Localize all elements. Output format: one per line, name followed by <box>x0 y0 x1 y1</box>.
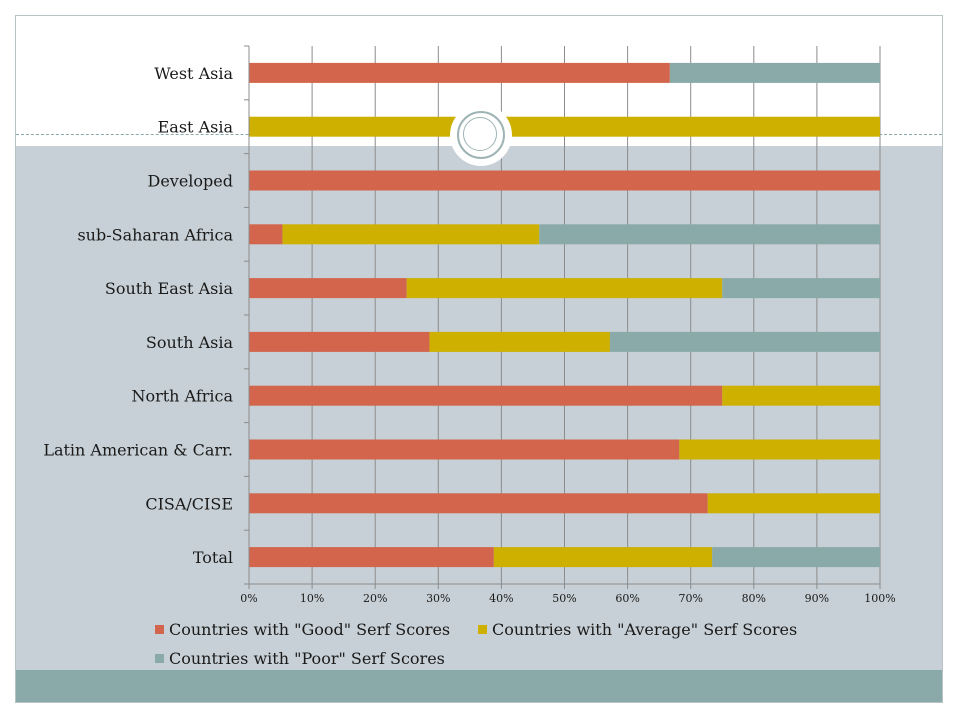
slide-footer-bar <box>16 670 942 702</box>
bar-segment <box>406 278 723 299</box>
bar-segment <box>679 439 880 460</box>
legend-swatch <box>155 625 164 634</box>
legend-label: Countries with "Average" Serf Scores <box>492 620 797 639</box>
bar-segment <box>669 62 880 83</box>
category-label: East Asia <box>158 118 234 137</box>
bar-segment <box>493 547 713 568</box>
bar-segment <box>609 331 880 352</box>
x-tick-label: 10% <box>300 592 324 605</box>
bar-segment <box>249 547 494 568</box>
bar-segment <box>249 439 680 460</box>
bar-segment <box>249 116 880 137</box>
bar-segment <box>722 385 880 406</box>
bar-segment <box>722 278 880 299</box>
bar-segment <box>539 224 880 245</box>
bar-segment <box>707 493 880 514</box>
axes <box>244 45 881 589</box>
bar-segment <box>249 278 407 299</box>
category-label: South Asia <box>146 333 234 352</box>
x-tick-label: 30% <box>426 592 450 605</box>
x-tick-label: 20% <box>363 592 387 605</box>
x-tick-label: 60% <box>615 592 639 605</box>
category-label: sub-Saharan Africa <box>77 225 233 244</box>
bar-segment <box>249 62 670 83</box>
bar-segment <box>249 224 283 245</box>
bar-segment <box>249 170 880 191</box>
x-tick-label: 40% <box>489 592 513 605</box>
bars <box>249 62 880 568</box>
x-tick-label: 80% <box>742 592 766 605</box>
category-label: West Asia <box>154 64 233 83</box>
x-tick-label: 90% <box>805 592 829 605</box>
legend-label: Countries with "Good" Serf Scores <box>169 620 450 639</box>
category-label: CISA/CISE <box>145 494 233 513</box>
bar-segment <box>429 331 610 352</box>
bar-segment <box>249 385 723 406</box>
circle-ornament-icon <box>450 104 512 166</box>
x-tick-label: 50% <box>552 592 576 605</box>
category-labels: West Asia East Asia Developed sub-Saharan A… <box>43 64 233 567</box>
bar-segment <box>249 493 708 514</box>
legend-swatch <box>478 625 487 634</box>
legend-label: Countries with "Poor" Serf Scores <box>169 649 445 668</box>
legend: Countries with "Good" Serf Scores Countri… <box>155 620 797 668</box>
category-label: Latin American & Carr. <box>43 441 233 460</box>
x-tick-label: 0% <box>240 592 257 605</box>
category-label: Total <box>193 548 233 567</box>
x-tick-label: 100% <box>864 592 895 605</box>
category-label: South East Asia <box>105 279 234 298</box>
category-label: Developed <box>147 172 233 191</box>
x-tick-label: 70% <box>678 592 702 605</box>
legend-swatch <box>155 654 164 663</box>
bar-segment <box>249 331 430 352</box>
category-label: North Africa <box>131 387 233 406</box>
x-tick-labels: 0% 10% 20% 30% 40% 50% 60% 70% 80% 90% 100% <box>240 592 895 605</box>
bar-segment <box>282 224 540 245</box>
bar-segment <box>712 547 880 568</box>
